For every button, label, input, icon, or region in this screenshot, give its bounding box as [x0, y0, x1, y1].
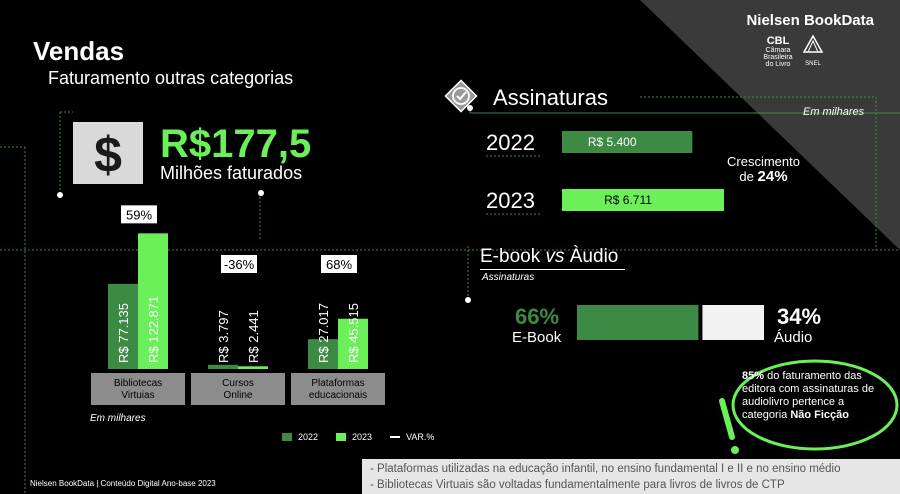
- audio-percent: 34%: [777, 304, 822, 329]
- page-subtitle: Faturamento outras categorias: [48, 68, 294, 88]
- audio-label: Áudio: [774, 329, 813, 346]
- dollar-icon: $: [73, 122, 143, 184]
- brand-name: Nielsen BookData: [746, 12, 874, 29]
- footer-notes: - Plataformas utilizadas na educação inf…: [362, 459, 900, 494]
- bar-2023-2: [338, 318, 368, 369]
- subscription-value-label: R$ 6.711: [604, 193, 652, 207]
- legend-label-var: VAR.%: [406, 432, 435, 442]
- callout-bold-1: 85%: [742, 370, 765, 382]
- bar-value-label: R$ 3.797: [216, 310, 231, 363]
- growth-value: 24%: [757, 168, 788, 185]
- year-label: 2022: [486, 130, 535, 155]
- bar-value-label: R$ 77.135: [116, 303, 131, 363]
- category-box: [91, 373, 185, 405]
- callout-body: do faturamento das editora com assinatur…: [742, 370, 875, 421]
- page-title: Vendas: [33, 36, 125, 66]
- bar-value-label: R$ 2.441: [246, 310, 261, 363]
- audio-title-part: Àudio: [564, 246, 619, 267]
- check-icon: [442, 77, 480, 120]
- subscriptions-title: Assinaturas: [493, 85, 608, 110]
- bar-2023-0: [138, 233, 168, 369]
- subscription-value-label: R$ 5.400: [588, 135, 637, 149]
- variation-label: 68%: [326, 257, 352, 272]
- footer-credit: Nielsen BookData | Conteúdo Digital Ano-…: [30, 479, 216, 488]
- cbl-logo-text: Câmara Brasileira do Livro: [763, 47, 793, 68]
- growth-prefix: de: [739, 169, 754, 184]
- ebook-audio-title: E-book vs Àudio: [480, 246, 618, 268]
- bar-value-label: R$ 27.017: [316, 303, 331, 363]
- svg-text:$: $: [94, 127, 122, 183]
- legend-swatch-2023: [336, 433, 347, 441]
- cbl-logo: CBL Câmara Brasileira do Livro: [763, 35, 793, 68]
- growth-label: Crescimento: [727, 154, 800, 169]
- year-label: 2023: [486, 188, 535, 213]
- total-revenue-value: R$177,5: [160, 122, 312, 166]
- unit-note-left: Em milhares: [90, 413, 146, 424]
- category-label: Online: [224, 390, 253, 401]
- bar-2022-0: [108, 283, 138, 369]
- legend: 2022 2023 VAR.%: [282, 432, 434, 442]
- subscription-bar-2023: [562, 189, 724, 211]
- callout-outline: [719, 359, 899, 454]
- legend-item-2022: 2022: [282, 432, 318, 442]
- ebook-bar: [577, 305, 699, 340]
- ebook-label: E-Book: [512, 329, 562, 346]
- bar-2023-1: [238, 366, 268, 369]
- variation-box: [221, 255, 257, 273]
- legend-label-2023: 2023: [352, 432, 373, 442]
- ebook-title-part: E-book: [480, 246, 546, 267]
- snel-logo: SNEL: [800, 32, 826, 67]
- category-label: Plataformas: [311, 378, 364, 389]
- variation-label: 59%: [126, 207, 152, 222]
- legend-swatch-var: [390, 436, 401, 438]
- title-underline: [480, 269, 625, 270]
- legend-item-var: VAR.%: [390, 432, 434, 442]
- variation-box: [321, 255, 357, 273]
- unit-note-right: Em milhares: [803, 106, 865, 118]
- bar-value-label: R$ 45.515: [346, 303, 361, 363]
- ebook-percent: 66%: [515, 304, 560, 329]
- total-revenue-caption: Milhões faturados: [160, 163, 303, 183]
- bar-2022-1: [208, 364, 238, 369]
- variation-label: -36%: [224, 257, 255, 272]
- snel-logo-text: SNEL: [805, 61, 821, 67]
- variation-box: [121, 205, 157, 224]
- audio-bar: [702, 305, 764, 340]
- bar-2022-2: [308, 339, 338, 369]
- category-box: [191, 373, 285, 405]
- callout-bold-2: Não Ficção: [790, 409, 849, 421]
- bar-value-label: R$ 122.871: [146, 296, 161, 363]
- footer-note-1: - Plataformas utilizadas na educação inf…: [370, 463, 841, 475]
- category-label: Bibliotecas: [114, 378, 162, 389]
- subscription-bar-2022: [562, 131, 693, 153]
- category-label: educacionais: [309, 390, 367, 401]
- legend-item-2023: 2023: [336, 432, 372, 442]
- ebook-audio-subtitle: Assinaturas: [482, 272, 535, 283]
- callout-text: 85% do faturamento das editora com assin…: [742, 370, 892, 422]
- footer-note-2: - Bibliotecas Virtuais são voltadas fund…: [370, 479, 785, 491]
- legend-label-2022: 2022: [298, 432, 319, 442]
- vs-text: vs: [545, 246, 565, 267]
- category-label: Cursos: [222, 378, 254, 389]
- category-box: [291, 373, 385, 405]
- legend-swatch-2022: [282, 433, 292, 441]
- growth-text: Crescimento de 24%: [727, 154, 800, 184]
- category-label: Virtuias: [121, 390, 154, 401]
- category-bar-chart: R$ 77.135 R$ 122.871 59% BibliotecasVirtuia…: [91, 205, 385, 405]
- book-icon: [802, 34, 824, 53]
- exclamation-icon: [731, 446, 739, 454]
